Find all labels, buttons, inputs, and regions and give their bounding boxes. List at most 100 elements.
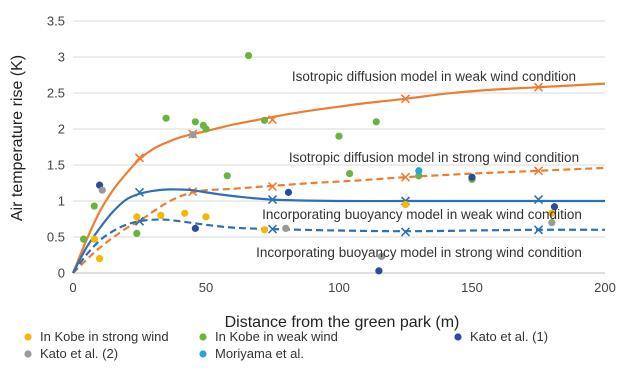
legend-item-2: In Kobe in weak wind — [199, 329, 338, 344]
legend-item-1: In Kobe in strong wind — [24, 329, 169, 344]
legend-item-5: Moriyama et al. — [199, 346, 304, 361]
legend-marker — [24, 350, 32, 358]
y-tick-label: 0.5 — [47, 230, 65, 245]
legend-marker — [199, 333, 207, 341]
legend-marker — [24, 333, 32, 341]
model-marker-stroke — [267, 194, 278, 205]
x-tick-label: 50 — [199, 280, 213, 295]
model-label-2: Isotropic diffusion model in strong wind… — [289, 150, 579, 165]
data-point-series-2 — [133, 229, 141, 237]
model-annotations: Isotropic diffusion model in weak wind c… — [256, 69, 582, 260]
legend-marker — [199, 350, 207, 358]
legend-item-3: Kato et al. (1) — [454, 329, 548, 344]
data-point-series-2 — [346, 170, 354, 178]
data-point-series-5 — [415, 167, 423, 175]
data-point-series-2 — [372, 118, 380, 126]
data-point-series-1 — [181, 209, 189, 217]
model-marker-stroke — [134, 216, 145, 226]
data-point-series-2 — [335, 132, 343, 140]
model-marker — [533, 166, 544, 176]
model-label-1: Isotropic diffusion model in weak wind c… — [292, 69, 576, 84]
model-marker-stroke — [267, 182, 278, 192]
legend-label: Kato et al. (1) — [470, 329, 548, 344]
data-point-series-1 — [260, 226, 269, 234]
data-points — [80, 51, 559, 275]
model-line-3 — [72, 188, 605, 274]
legend-item-4: Kato et al. (2) — [24, 346, 118, 361]
model-marker — [134, 187, 145, 197]
model-marker — [400, 172, 411, 182]
data-point-series-1 — [401, 201, 410, 209]
data-point-series-4 — [377, 252, 386, 261]
data-point-series-2 — [90, 202, 98, 210]
data-point-series-3 — [468, 173, 476, 181]
data-point-series-3 — [550, 203, 559, 211]
y-tick-label: 2 — [58, 122, 65, 137]
data-point-series-3 — [284, 188, 293, 196]
legend: In Kobe in strong wind In Kobe in weak wi… — [24, 329, 548, 361]
data-point-series-4 — [282, 224, 290, 232]
model-label-3: Incorporating buoyancy model in weak win… — [262, 207, 582, 222]
x-axis-title: Distance from the green park (m) — [225, 314, 460, 331]
model-marker — [267, 194, 278, 205]
data-point-series-1 — [157, 211, 165, 219]
model-marker — [267, 224, 278, 234]
x-tick-label: 150 — [461, 280, 483, 295]
y-tick-label: 3.5 — [47, 14, 65, 29]
model-marker-stroke — [188, 187, 198, 197]
x-tick-label: 0 — [69, 280, 76, 295]
model-marker-stroke — [267, 115, 278, 125]
y-tick-label: 3 — [58, 50, 65, 65]
y-tick-label: 0 — [58, 266, 65, 281]
data-point-series-2 — [162, 114, 170, 122]
model-marker — [533, 194, 544, 205]
y-tick-label: 1.5 — [47, 158, 65, 173]
legend-label: In Kobe in weak wind — [215, 329, 338, 344]
data-point-series-3 — [375, 267, 383, 275]
data-point-series-2 — [223, 172, 231, 180]
data-point-series-4 — [189, 131, 197, 139]
model-marker-stroke — [400, 227, 411, 237]
data-point-series-2 — [80, 235, 88, 243]
data-point-series-1 — [90, 235, 98, 243]
gridlines — [73, 20, 605, 238]
model-marker-stroke — [533, 225, 544, 235]
data-point-series-1 — [202, 213, 210, 221]
axes: 0 0.5 1 1.5 2 2.5 3 3.5 0 50 100 150 200 — [47, 14, 616, 296]
model-marker — [400, 227, 411, 237]
x-tick-label: 200 — [594, 280, 616, 295]
data-point-series-4 — [548, 219, 556, 227]
data-point-series-2 — [202, 125, 210, 133]
data-point-series-3 — [191, 224, 199, 232]
model-lines — [71, 82, 606, 274]
model-marker — [533, 82, 544, 92]
model-marker-stroke — [400, 172, 411, 182]
model-line-4 — [72, 218, 606, 274]
data-point-series-2 — [244, 51, 253, 60]
model-marker — [533, 225, 544, 235]
model-marker — [267, 115, 278, 125]
model-marker-stroke — [400, 94, 411, 104]
model-label-4: Incorporating buoyancy model in strong w… — [256, 245, 582, 260]
legend-marker — [454, 333, 462, 341]
model-marker-stroke — [134, 187, 145, 197]
data-point-series-4 — [98, 186, 106, 194]
model-line-1 — [71, 82, 606, 274]
y-tick-label: 2.5 — [47, 86, 65, 101]
model-marker-stroke — [533, 194, 544, 205]
model-marker — [267, 182, 278, 192]
data-point-series-1 — [133, 213, 141, 221]
y-tick-label: 1 — [58, 194, 65, 209]
data-point-series-2 — [191, 118, 199, 126]
model-marker — [400, 94, 411, 104]
legend-label: In Kobe in strong wind — [40, 329, 169, 344]
model-marker-stroke — [533, 166, 544, 176]
model-marker-stroke — [134, 153, 145, 163]
model-marker — [134, 153, 145, 163]
data-point-series-2 — [260, 116, 269, 124]
data-point-series-2 — [415, 172, 423, 180]
x-tick-label: 100 — [328, 280, 350, 295]
model-marker-stroke — [533, 82, 544, 92]
data-point-series-1 — [548, 209, 556, 217]
